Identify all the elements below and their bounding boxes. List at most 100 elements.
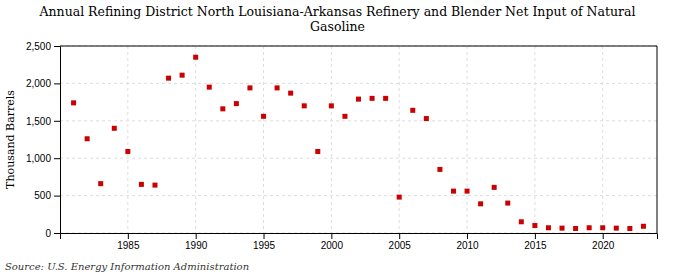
- point: [125, 149, 130, 154]
- point: [451, 189, 456, 194]
- point: [85, 136, 90, 141]
- tick-mark: [54, 196, 60, 197]
- axis-line: [54, 47, 61, 234]
- point: [207, 85, 212, 90]
- point: [166, 76, 171, 81]
- grid-line-x: [467, 46, 468, 233]
- point: [152, 183, 157, 188]
- point: [641, 224, 646, 229]
- tick-label: 2005: [389, 240, 412, 251]
- tick-mark: [54, 46, 60, 47]
- points: [71, 55, 646, 231]
- grid-line-x: [331, 46, 332, 233]
- tick: 0: [45, 228, 60, 239]
- tick-mark: [399, 233, 400, 239]
- tick-mark: [54, 83, 60, 84]
- tick-label: 2020: [592, 240, 615, 251]
- point: [302, 103, 307, 108]
- grid-line-x: [263, 46, 264, 233]
- grid-line-y: [60, 46, 657, 47]
- tick: 1,000: [26, 153, 60, 164]
- grid-line-x: [534, 46, 535, 233]
- tick: 2020: [592, 233, 615, 251]
- grid-line-y: [60, 83, 657, 84]
- tick-label: 2000: [321, 240, 344, 251]
- tick-label: 2,000: [26, 78, 51, 89]
- point: [261, 114, 266, 119]
- point: [139, 182, 144, 187]
- point: [627, 226, 632, 231]
- grid-line-x: [195, 46, 196, 233]
- tick-label: 1,000: [26, 153, 51, 164]
- point: [98, 181, 103, 186]
- tick-mark: [535, 233, 536, 239]
- title: Annual Refining District North Louisiana…: [39, 4, 636, 34]
- tick-label: 1,500: [26, 116, 51, 127]
- point: [465, 189, 470, 194]
- grid-line-y: [60, 195, 657, 196]
- tick-label: 1985: [117, 240, 140, 251]
- point: [370, 96, 375, 101]
- y-axis: 0 500 1,000 1,500 2,000 2,500: [26, 41, 61, 239]
- axis-line: [61, 234, 658, 240]
- point: [329, 103, 334, 108]
- point: [573, 226, 578, 231]
- point: [437, 167, 442, 172]
- point: [112, 126, 117, 131]
- point: [546, 225, 551, 230]
- tick-mark: [54, 233, 60, 234]
- tick-mark: [467, 233, 468, 239]
- point: [356, 97, 361, 102]
- point: [275, 85, 280, 90]
- tick-mark: [603, 233, 604, 239]
- tick: 1990: [185, 233, 208, 251]
- tick: 2,500: [26, 41, 60, 52]
- tick: 2,000: [26, 78, 60, 89]
- point: [220, 106, 225, 111]
- frame: [657, 46, 658, 233]
- tick: 2000: [321, 233, 344, 251]
- point: [505, 201, 510, 206]
- x-axis: 1985 1990 1995 2000 2005 2010 2015 2020: [61, 233, 658, 251]
- point: [492, 185, 497, 190]
- tick-mark: [128, 233, 129, 239]
- tick: 500: [34, 190, 60, 201]
- tick-label: 2,500: [26, 41, 51, 52]
- tick: 2015: [524, 233, 547, 251]
- point: [234, 101, 239, 106]
- source-note: Source: U.S. Energy Information Administ…: [5, 261, 249, 272]
- point: [288, 91, 293, 96]
- chart: 1985 1990 1995 2000 2005 2010 2015 2020 0 500 1,00…: [0, 0, 675, 275]
- point: [614, 226, 619, 231]
- frame: [60, 46, 657, 47]
- point: [424, 116, 429, 121]
- grid: [60, 46, 657, 233]
- tick-mark: [196, 233, 197, 239]
- point: [560, 226, 565, 231]
- point: [600, 225, 605, 230]
- point: [410, 108, 415, 113]
- plot-area: 1985 1990 1995 2000 2005 2010 2015 2020 0 500 1,00…: [26, 41, 658, 251]
- point: [71, 100, 76, 105]
- point: [247, 85, 252, 90]
- point: [397, 195, 402, 200]
- tick-mark: [54, 158, 60, 159]
- point: [315, 149, 320, 154]
- tick-label: 0: [45, 228, 51, 239]
- tick: 1985: [117, 233, 140, 251]
- tick-mark: [331, 233, 332, 239]
- grid-line-x: [127, 46, 128, 233]
- tick: 2005: [389, 233, 412, 251]
- point: [587, 225, 592, 230]
- grid-line-y: [60, 158, 657, 159]
- point: [532, 223, 537, 228]
- y-axis-title: Thousand Barrels: [4, 90, 17, 189]
- tick-label: 500: [34, 190, 51, 201]
- point: [180, 73, 185, 78]
- point: [478, 201, 483, 206]
- tick: 1995: [253, 233, 276, 251]
- grid-line-y: [60, 120, 657, 121]
- point: [383, 96, 388, 101]
- tick-label: 2010: [456, 240, 479, 251]
- grid-line-x: [399, 46, 400, 233]
